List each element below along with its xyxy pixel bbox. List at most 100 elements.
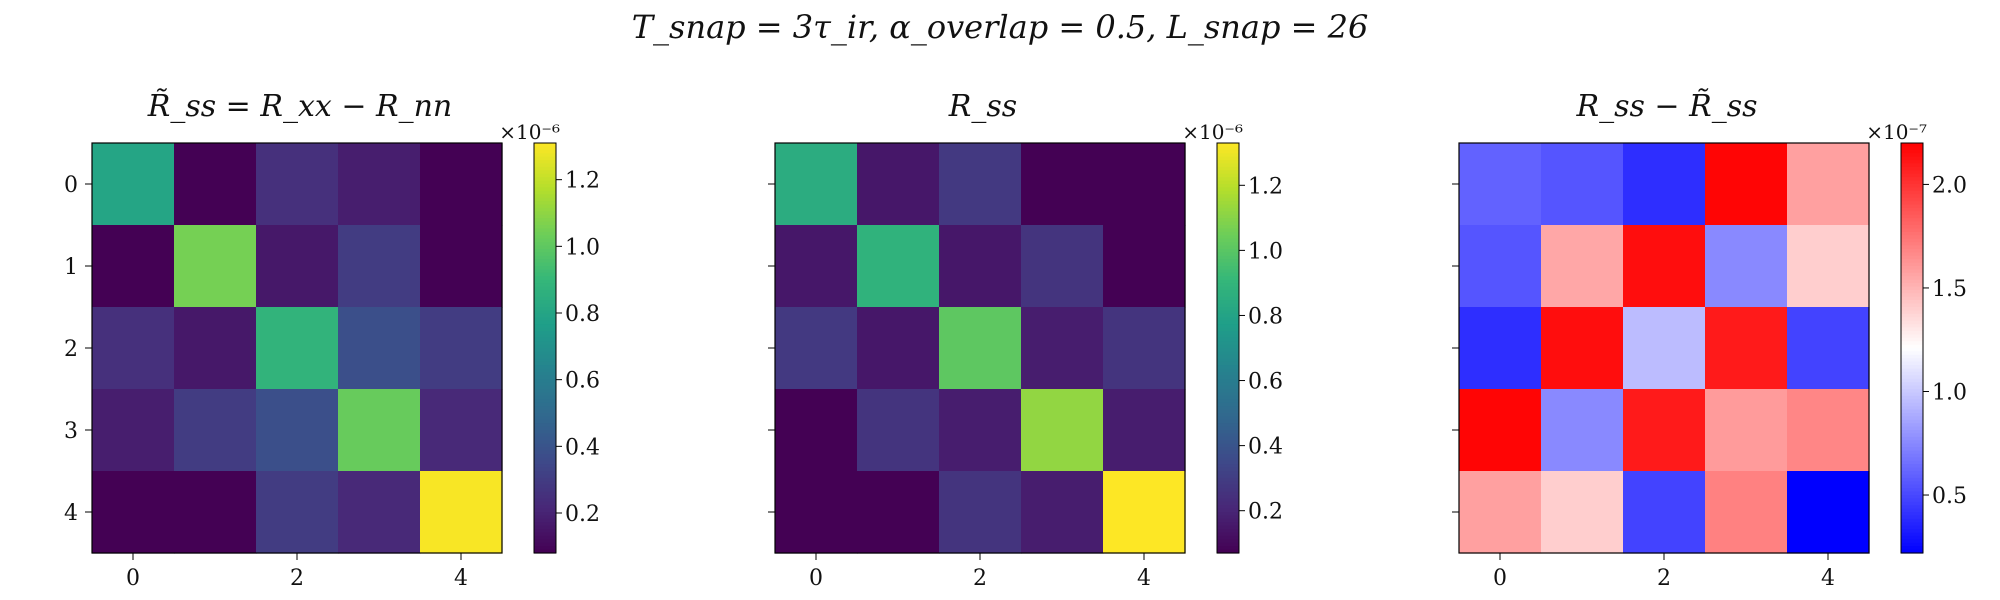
colorbar-segment <box>534 498 556 503</box>
colorbar-segment <box>1217 392 1239 397</box>
colorbar-segment <box>1901 146 1923 151</box>
colorbar-segment <box>1901 477 1923 482</box>
colorbar-segment <box>534 467 556 472</box>
colorbar-segment <box>1901 201 1923 206</box>
colorbar-segment <box>534 368 556 373</box>
colorbar-multiplier: ×10⁻⁷ <box>1866 120 1927 144</box>
colorbar-segment <box>534 358 556 363</box>
colorbar-segment <box>534 351 556 356</box>
colorbar-segment <box>534 453 556 458</box>
panel-left-heatmap: 0 2 4 0 1 2 3 4 0.2 0.4 0.6 0.8 1.0 1.2 ×10⁻⁶ <box>64 120 600 591</box>
colorbar-segment <box>1901 412 1923 417</box>
colorbar-segment <box>1901 180 1923 185</box>
colorbar-segment <box>534 505 556 510</box>
colorbar-segment <box>1217 279 1239 284</box>
colorbar-segment <box>534 341 556 346</box>
heatmap-cell-r4-c1 <box>174 471 257 554</box>
colorbar-segment <box>1217 160 1239 165</box>
heatmap-cell-r4-c4 <box>420 471 503 554</box>
colorbar-tick-label: 1.0 <box>1248 239 1283 264</box>
heatmap-cell-r3-c4 <box>1787 389 1870 472</box>
colorbar-multiplier: ×10⁻⁶ <box>1182 120 1243 144</box>
colorbar-segment <box>1901 416 1923 421</box>
colorbar-segment <box>1217 341 1239 346</box>
colorbar-segment <box>534 296 556 301</box>
colorbar-segment <box>534 433 556 438</box>
colorbar-segment <box>1217 501 1239 506</box>
colorbar-segment <box>1901 286 1923 291</box>
colorbar-segment <box>1901 344 1923 349</box>
heatmap-cell-r4-c2 <box>256 471 339 554</box>
colorbar-segment <box>1217 231 1239 236</box>
colorbar-segment <box>534 197 556 202</box>
colorbar-segment <box>1901 221 1923 226</box>
heatmap-cell-r1-c2 <box>1623 225 1706 308</box>
colorbar-segment <box>534 170 556 175</box>
colorbar-segment <box>534 344 556 349</box>
colorbar-segment <box>1901 484 1923 489</box>
heatmap-cell-r4-c2 <box>1623 471 1706 554</box>
heatmap-cell-r0-c4 <box>1103 143 1186 226</box>
colorbar-segment <box>1901 218 1923 223</box>
colorbar-segment <box>1901 450 1923 455</box>
colorbar-segment <box>1217 440 1239 445</box>
colorbar-segment <box>534 184 556 189</box>
colorbar-segment <box>1217 426 1239 431</box>
colorbar-segment <box>1901 481 1923 486</box>
colorbar-segment <box>1901 303 1923 308</box>
heatmap-cell-r2-c2 <box>256 307 339 390</box>
colorbar-segment <box>1217 467 1239 472</box>
colorbar-segment <box>1217 207 1239 212</box>
colorbar-segment <box>534 423 556 428</box>
colorbar-segment <box>534 365 556 370</box>
y-tick-label: 1 <box>64 255 78 280</box>
heatmap-cell-r3-c2 <box>939 389 1022 472</box>
colorbar-segment <box>534 484 556 489</box>
heatmap-cell-r1-c3 <box>1705 225 1788 308</box>
colorbar-segment <box>1901 464 1923 469</box>
colorbar-segment <box>1901 190 1923 195</box>
colorbar-segment <box>1901 409 1923 414</box>
colorbar-segment <box>534 307 556 312</box>
heatmap-cell-r2-c1 <box>857 307 940 390</box>
colorbar-segment <box>534 211 556 216</box>
panel-middle: R_ss 0 2 4 0.2 0.4 0.6 0.8 1.0 1.2 ×10⁻⁶ <box>768 89 1283 591</box>
colorbar-tick-label: 1.2 <box>1248 174 1283 199</box>
colorbar-segment <box>1217 184 1239 189</box>
colorbar-segment <box>534 491 556 496</box>
heatmap-cell-r2-c1 <box>174 307 257 390</box>
heatmap-cell-r0-c1 <box>174 143 257 226</box>
heatmap-cell-r1-c4 <box>1787 225 1870 308</box>
colorbar-tick-label: 1.0 <box>1932 380 1967 405</box>
colorbar-segment <box>1901 187 1923 192</box>
colorbar-segment <box>534 235 556 240</box>
heatmap-cell-r2-c3 <box>1705 307 1788 390</box>
colorbar-segment <box>1901 166 1923 171</box>
colorbar-segment <box>534 426 556 431</box>
colorbar-segment <box>534 300 556 305</box>
colorbar-segment <box>1217 382 1239 387</box>
colorbar-segment <box>534 327 556 332</box>
colorbar-segment <box>1217 180 1239 185</box>
colorbar-segment <box>1901 443 1923 448</box>
colorbar-segment <box>1901 300 1923 305</box>
colorbar-segment <box>1901 532 1923 537</box>
heatmap-cell-r1-c2 <box>939 225 1022 308</box>
colorbar-segment <box>1217 187 1239 192</box>
colorbar-frame <box>1900 142 1924 554</box>
colorbar-segment <box>1217 286 1239 291</box>
colorbar-segment <box>1217 518 1239 523</box>
colorbar-tick-label: 0.4 <box>1248 435 1283 460</box>
colorbar-segment <box>534 313 556 318</box>
colorbar-segment <box>534 385 556 390</box>
colorbar-segment <box>1217 238 1239 243</box>
colorbar-segment <box>534 443 556 448</box>
colorbar-segment <box>1901 160 1923 165</box>
colorbar-segment <box>1901 276 1923 281</box>
colorbar-segment <box>1217 324 1239 329</box>
heatmap-cell-r4-c1 <box>1541 471 1624 554</box>
colorbar-segment <box>1217 177 1239 182</box>
colorbar-segment <box>534 259 556 264</box>
colorbar-segment <box>1217 406 1239 411</box>
colorbar-segment <box>1901 341 1923 346</box>
